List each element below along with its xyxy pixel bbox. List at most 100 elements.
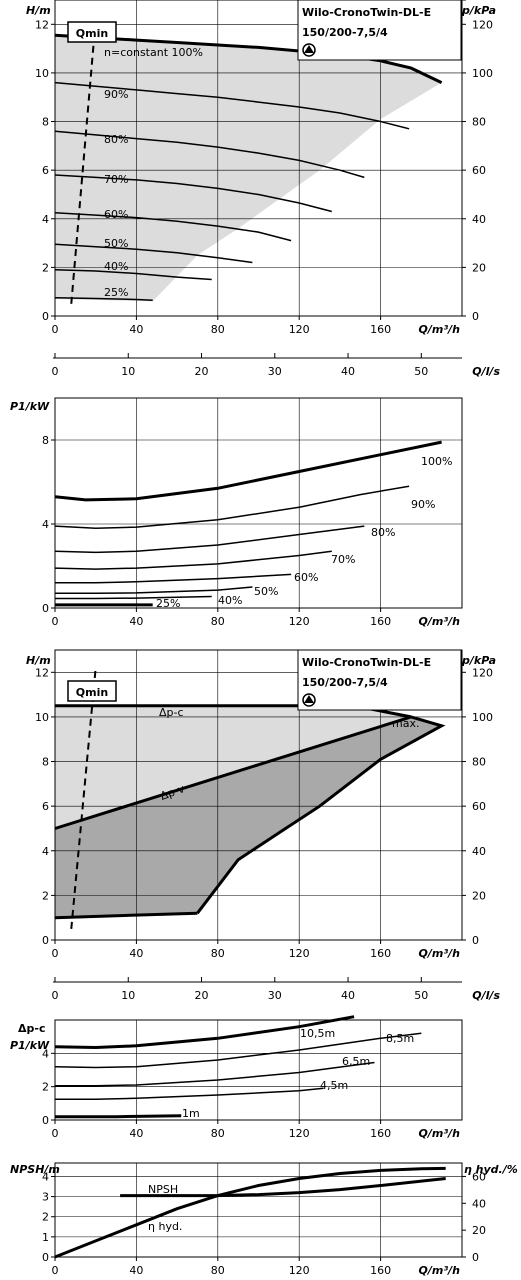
qmin-box — [67, 21, 117, 43]
dp-c-power-curve — [54, 1032, 422, 1069]
power-curve-label: 25% — [156, 597, 180, 610]
qmin-label: Qmin — [76, 686, 108, 699]
y2-axis-label: p/kPa — [461, 4, 496, 17]
y2-tick-label: 0 — [472, 0, 479, 3]
y-axis-label: NPSH/m — [10, 1163, 60, 1176]
speed-curve — [54, 81, 410, 130]
dp-c-power-curve — [55, 1061, 375, 1087]
x-tick-label: 40 — [129, 1264, 143, 1277]
y-tick-label: 2 — [42, 1211, 49, 1224]
dp-c-power-curve — [54, 1015, 355, 1050]
x-tick-label: 40 — [129, 947, 143, 960]
max-label: max. — [392, 717, 419, 730]
y2-tick-label: 20 — [472, 1224, 486, 1237]
y2-tick-label: 40 — [472, 1197, 486, 1210]
y2-tick-label: 40 — [472, 0, 486, 3]
ls-tick-label: 30 — [268, 365, 282, 378]
y-tick-label: 12 — [35, 666, 49, 679]
y2-tick-label: 40 — [472, 213, 486, 226]
y2-tick-label: 20 — [472, 889, 486, 902]
speed-curve — [54, 211, 292, 242]
y2-tick-label: 60 — [472, 0, 486, 3]
dp-c-curve-label: 1m — [182, 1107, 200, 1120]
speed-curve — [54, 174, 332, 213]
dp-c-power-curve — [55, 1114, 182, 1119]
speed-curve-label: n=constant 100% — [104, 46, 203, 59]
y-tick-label: 0 — [42, 310, 49, 323]
x-tick-label: 160 — [370, 1264, 391, 1277]
x-tick-label: 80 — [211, 947, 225, 960]
y-tick-label: 0 — [42, 1114, 49, 1127]
title-box — [297, 649, 462, 711]
y-tick-label: 0 — [42, 934, 49, 947]
x-axis-label: Q/m³/h — [419, 1264, 461, 1277]
speed-curve-label: 25% — [104, 286, 128, 299]
y-tick-label: 3 — [42, 1191, 49, 1204]
y2-tick-label: 100 — [472, 67, 493, 80]
y2-tick-label: 80 — [472, 116, 486, 129]
qmin-line — [70, 667, 97, 929]
y-tick-label: 2 — [42, 261, 49, 274]
speed-curve — [54, 269, 212, 281]
power-curve — [55, 573, 292, 584]
y-tick-label: 4 — [42, 1047, 49, 1060]
speed-curve — [54, 33, 443, 84]
power-curve-label: 50% — [254, 585, 278, 598]
speed-curve — [54, 243, 253, 264]
chart-subtitle: 150/200-7,5/4 — [302, 676, 388, 689]
y-tick-label: 8 — [42, 756, 49, 769]
x-tick-label: 0 — [52, 1264, 59, 1277]
y-tick-label: 0 — [42, 602, 49, 615]
wilo-logo-icon — [304, 45, 314, 53]
speed-curve — [54, 297, 153, 301]
x-tick-label: 120 — [289, 1264, 310, 1277]
x-axis-label: Q/m³/h — [419, 1127, 461, 1140]
ls-tick-label: 50 — [414, 365, 428, 378]
ls-tick-label: 10 — [121, 365, 135, 378]
ls-tick-label: 30 — [268, 989, 282, 1002]
qmin-label: Qmin — [76, 27, 108, 40]
y2-tick-label: 60 — [472, 800, 486, 813]
dp-c-label: Δp-c — [159, 706, 184, 719]
efficiency-curve — [54, 1166, 446, 1259]
power-curve-label: 40% — [218, 594, 242, 607]
npsh-label: NPSH — [148, 1183, 178, 1196]
x-tick-label: 40 — [129, 323, 143, 336]
y2-tick-label: 120 — [472, 666, 493, 679]
y-axis-top-label: Δp-c — [18, 1022, 45, 1035]
x-tick-label: 40 — [129, 615, 143, 628]
y2-tick-label: 60 — [472, 164, 486, 177]
x-tick-label: 160 — [370, 947, 391, 960]
speed-curve-label: 70% — [104, 173, 128, 186]
y2-axis-label: η hyd./% — [464, 1163, 518, 1176]
y2-tick-label: 20 — [472, 0, 486, 3]
x-tick-label: 160 — [370, 1127, 391, 1140]
y-tick-label: 0 — [42, 1251, 49, 1264]
x-axis-label: Q/m³/h — [419, 615, 461, 628]
plot-frame — [54, 0, 463, 317]
power-curve-label: 60% — [294, 571, 318, 584]
ls-tick-label: 0 — [52, 989, 59, 1002]
title-box — [297, 0, 462, 61]
y2-tick-label: 120 — [472, 0, 493, 3]
y-tick-label: 8 — [42, 434, 49, 447]
x-tick-label: 80 — [211, 1264, 225, 1277]
npsh-curve — [120, 1177, 446, 1198]
ls-tick-label: 0 — [52, 365, 59, 378]
x-tick-label: 160 — [370, 615, 391, 628]
x-tick-label: 160 — [370, 323, 391, 336]
power-curve-label: 80% — [371, 526, 395, 539]
speed-curve-label: 50% — [104, 237, 128, 250]
plot-frame — [54, 1162, 463, 1258]
y-tick-label: 6 — [42, 164, 49, 177]
ls-tick-label: 40 — [341, 365, 355, 378]
x-tick-label: 0 — [52, 323, 59, 336]
x-tick-label: 40 — [129, 1127, 143, 1140]
y-tick-label: 1 — [42, 1231, 49, 1244]
y2-tick-label: 40 — [472, 845, 486, 858]
power-curve — [54, 485, 410, 529]
y-tick-label: 10 — [35, 67, 49, 80]
power-curve — [55, 595, 212, 600]
x-tick-label: 120 — [289, 1127, 310, 1140]
y-tick-label: 8 — [42, 116, 49, 129]
